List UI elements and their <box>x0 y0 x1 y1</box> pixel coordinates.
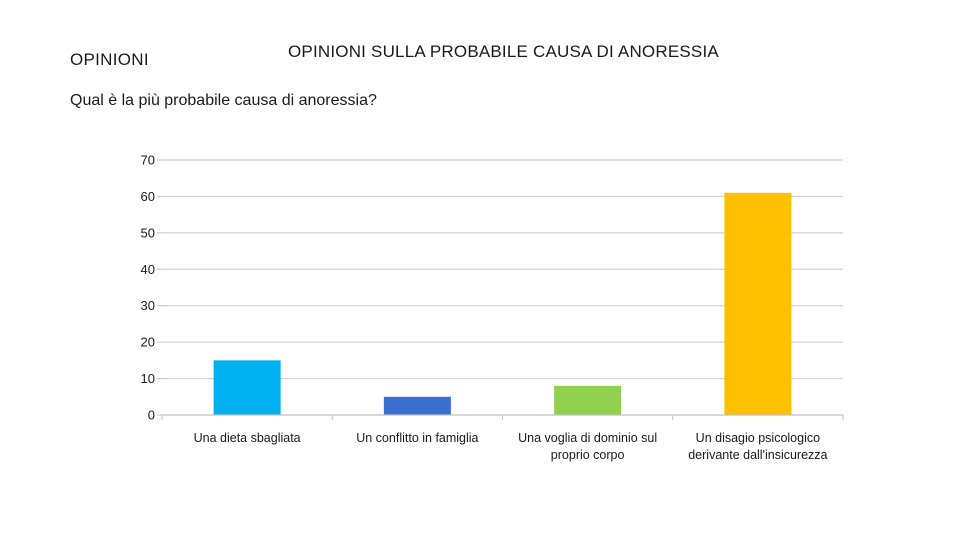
y-tick-label: 30 <box>141 298 155 313</box>
slide-title: OPINIONI SULLA PROBABILE CAUSA DI ANORES… <box>288 42 719 61</box>
category-label: Un conflitto in famiglia <box>356 431 478 445</box>
category-label: derivante dall'insicurezza <box>688 448 827 462</box>
section-label: OPINIONI <box>70 50 149 69</box>
labels: 0 10 20 30 40 50 60 70 Una dieta sbagliata Un con… <box>141 153 828 463</box>
bar <box>554 385 622 415</box>
category-label: Una voglia di dominio sul <box>518 431 657 445</box>
category-label: proprio corpo <box>551 448 625 462</box>
y-tick-label: 50 <box>141 225 155 240</box>
bar <box>724 192 792 415</box>
category-label: Un disagio psicologico <box>696 431 820 445</box>
y-tick-label: 40 <box>141 262 155 277</box>
y-tick-label: 0 <box>148 408 155 423</box>
bar <box>213 360 281 415</box>
y-tick-label: 10 <box>141 371 155 386</box>
bar <box>383 396 451 415</box>
y-tick-label: 60 <box>141 189 155 204</box>
axes <box>157 159 844 420</box>
chart-question: Qual è la più probabile causa di anoress… <box>70 92 377 109</box>
y-tick-label: 20 <box>141 335 155 350</box>
y-tick-label: 70 <box>141 153 155 168</box>
category-label: Una dieta sbagliata <box>194 431 301 445</box>
bars <box>213 192 792 415</box>
